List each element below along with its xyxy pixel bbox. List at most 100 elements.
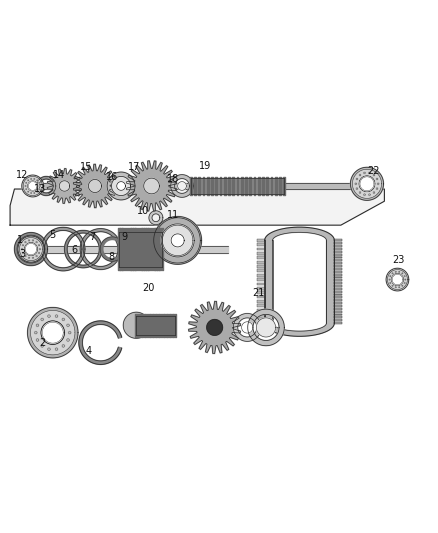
Text: 21: 21: [252, 288, 265, 297]
Polygon shape: [405, 279, 406, 280]
Bar: [257, 296, 265, 298]
Polygon shape: [117, 182, 125, 190]
Bar: [334, 322, 342, 324]
Bar: [334, 300, 342, 301]
Polygon shape: [28, 257, 30, 259]
Bar: [257, 252, 265, 255]
Text: 11: 11: [167, 210, 180, 220]
Polygon shape: [161, 224, 194, 257]
Polygon shape: [25, 241, 26, 243]
Polygon shape: [79, 321, 122, 365]
Text: 8: 8: [109, 252, 115, 262]
Polygon shape: [171, 175, 193, 197]
Polygon shape: [364, 194, 365, 196]
Polygon shape: [389, 279, 390, 280]
Bar: [334, 305, 342, 307]
Polygon shape: [28, 240, 30, 241]
Polygon shape: [28, 181, 38, 191]
Bar: [334, 285, 342, 287]
Polygon shape: [32, 240, 34, 241]
Text: 5: 5: [49, 230, 56, 240]
Polygon shape: [364, 172, 365, 174]
Polygon shape: [359, 174, 361, 176]
Polygon shape: [39, 252, 40, 254]
Polygon shape: [404, 282, 405, 284]
Polygon shape: [149, 211, 163, 225]
Polygon shape: [369, 194, 370, 196]
Polygon shape: [386, 268, 409, 291]
Polygon shape: [41, 345, 43, 347]
Bar: [334, 248, 342, 250]
Polygon shape: [107, 172, 135, 200]
Polygon shape: [392, 274, 403, 285]
Bar: [334, 251, 342, 253]
Polygon shape: [26, 189, 27, 190]
Polygon shape: [154, 216, 201, 264]
Bar: [257, 256, 265, 259]
Text: 15: 15: [80, 162, 92, 172]
Text: 3: 3: [19, 249, 25, 260]
Polygon shape: [22, 252, 24, 254]
Polygon shape: [32, 257, 34, 259]
Polygon shape: [369, 172, 370, 174]
Polygon shape: [359, 192, 361, 193]
Bar: [334, 265, 342, 267]
Bar: [334, 282, 342, 284]
Polygon shape: [37, 176, 56, 196]
Text: 22: 22: [367, 166, 380, 176]
Polygon shape: [392, 285, 393, 286]
Bar: [257, 270, 265, 272]
Polygon shape: [64, 230, 102, 268]
Polygon shape: [402, 285, 403, 286]
Polygon shape: [88, 180, 102, 192]
Polygon shape: [189, 301, 241, 353]
Polygon shape: [31, 192, 32, 193]
Polygon shape: [47, 168, 82, 204]
Polygon shape: [395, 287, 396, 288]
Polygon shape: [402, 273, 403, 274]
Bar: [257, 239, 265, 242]
Polygon shape: [265, 227, 334, 336]
Bar: [257, 282, 265, 285]
Text: 20: 20: [142, 283, 155, 293]
Bar: [334, 256, 342, 259]
Polygon shape: [20, 238, 42, 261]
Bar: [334, 239, 342, 241]
Text: 7: 7: [90, 232, 96, 242]
Bar: [334, 319, 342, 321]
Text: 4: 4: [85, 346, 92, 357]
Bar: [334, 313, 342, 316]
Polygon shape: [100, 237, 124, 261]
Polygon shape: [356, 178, 358, 180]
Polygon shape: [373, 192, 375, 193]
Bar: [257, 265, 265, 268]
Polygon shape: [248, 309, 284, 346]
Polygon shape: [25, 243, 37, 255]
Polygon shape: [28, 182, 37, 190]
Polygon shape: [350, 167, 384, 200]
Bar: [257, 300, 265, 303]
Polygon shape: [18, 236, 44, 262]
Polygon shape: [67, 324, 69, 327]
Polygon shape: [353, 169, 381, 198]
Polygon shape: [123, 312, 149, 338]
Polygon shape: [28, 308, 78, 358]
Polygon shape: [48, 315, 50, 317]
Polygon shape: [155, 218, 200, 263]
Bar: [257, 317, 265, 320]
Bar: [334, 271, 342, 273]
Polygon shape: [39, 245, 40, 246]
Polygon shape: [26, 182, 27, 183]
Polygon shape: [399, 287, 400, 288]
Polygon shape: [59, 181, 70, 191]
Polygon shape: [80, 229, 121, 270]
Bar: [334, 279, 342, 281]
Polygon shape: [36, 255, 37, 257]
Polygon shape: [355, 183, 357, 184]
Polygon shape: [39, 182, 40, 183]
Polygon shape: [22, 245, 24, 246]
Polygon shape: [390, 276, 391, 277]
Text: 19: 19: [199, 161, 211, 172]
Polygon shape: [359, 176, 375, 191]
Polygon shape: [41, 318, 43, 321]
